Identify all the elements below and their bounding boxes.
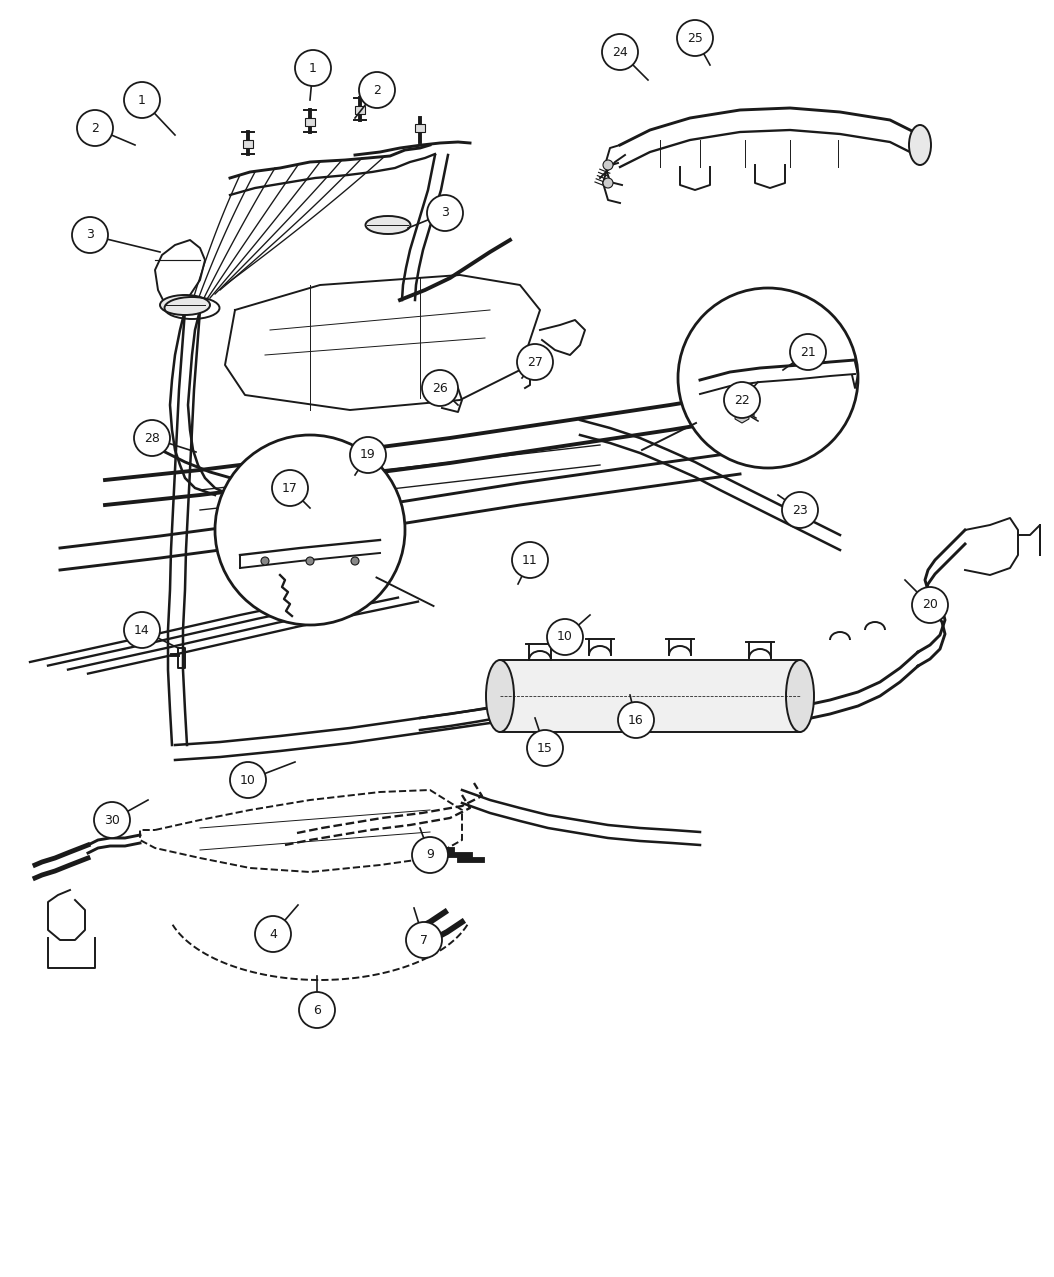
Text: 4: 4 [269, 927, 277, 940]
Circle shape [912, 587, 948, 623]
Text: 9: 9 [426, 848, 434, 862]
Circle shape [512, 541, 548, 578]
Text: 22: 22 [735, 393, 749, 406]
Text: 15: 15 [538, 742, 553, 755]
Circle shape [261, 557, 269, 564]
Circle shape [678, 289, 858, 467]
Text: 24: 24 [612, 46, 628, 59]
Ellipse shape [786, 660, 814, 732]
Circle shape [230, 762, 266, 798]
Circle shape [77, 110, 113, 146]
Circle shape [547, 619, 583, 655]
Circle shape [677, 20, 713, 56]
Ellipse shape [160, 295, 210, 315]
Ellipse shape [486, 660, 514, 732]
Text: 7: 7 [419, 933, 428, 946]
Text: 3: 3 [441, 207, 449, 220]
Text: 1: 1 [138, 93, 145, 106]
Circle shape [350, 437, 386, 472]
Bar [415, 124, 425, 132]
Ellipse shape [366, 216, 410, 234]
Circle shape [782, 492, 818, 527]
Text: 2: 2 [91, 121, 99, 134]
Circle shape [602, 34, 638, 70]
Text: 11: 11 [522, 553, 538, 567]
Bar [243, 140, 253, 148]
Text: 26: 26 [432, 382, 448, 395]
Circle shape [427, 195, 463, 231]
Text: 21: 21 [800, 346, 816, 359]
Circle shape [406, 922, 442, 958]
Text: 19: 19 [360, 448, 376, 461]
Text: 20: 20 [922, 599, 938, 612]
Circle shape [412, 836, 448, 873]
Circle shape [72, 217, 108, 253]
Circle shape [618, 702, 653, 738]
Circle shape [124, 612, 160, 647]
Text: 17: 17 [282, 481, 298, 494]
Circle shape [422, 370, 458, 406]
Circle shape [527, 730, 563, 766]
Circle shape [351, 557, 359, 564]
Text: 14: 14 [134, 623, 150, 636]
Circle shape [359, 72, 395, 109]
Circle shape [306, 557, 314, 564]
Circle shape [724, 382, 760, 418]
Circle shape [94, 802, 130, 838]
Bar [355, 106, 365, 114]
Text: 23: 23 [793, 503, 807, 516]
Text: 28: 28 [144, 432, 160, 444]
Bar [305, 117, 315, 126]
Ellipse shape [909, 125, 931, 165]
Circle shape [518, 344, 553, 381]
Text: 16: 16 [628, 714, 644, 727]
Circle shape [299, 992, 335, 1028]
Text: 3: 3 [86, 229, 94, 241]
Circle shape [255, 916, 291, 951]
Text: 2: 2 [373, 83, 380, 97]
Ellipse shape [603, 160, 613, 170]
Ellipse shape [603, 178, 613, 188]
Text: 27: 27 [527, 355, 543, 369]
Text: 10: 10 [558, 631, 573, 644]
Circle shape [790, 335, 826, 370]
Circle shape [124, 82, 160, 117]
Text: 25: 25 [687, 32, 703, 45]
Text: 10: 10 [240, 774, 256, 787]
Text: 30: 30 [104, 813, 120, 826]
Circle shape [272, 470, 308, 506]
Circle shape [215, 435, 405, 624]
Circle shape [295, 50, 331, 86]
Text: 6: 6 [313, 1004, 320, 1016]
Text: 1: 1 [309, 61, 317, 74]
Bar [500, 660, 800, 732]
Circle shape [134, 420, 170, 456]
